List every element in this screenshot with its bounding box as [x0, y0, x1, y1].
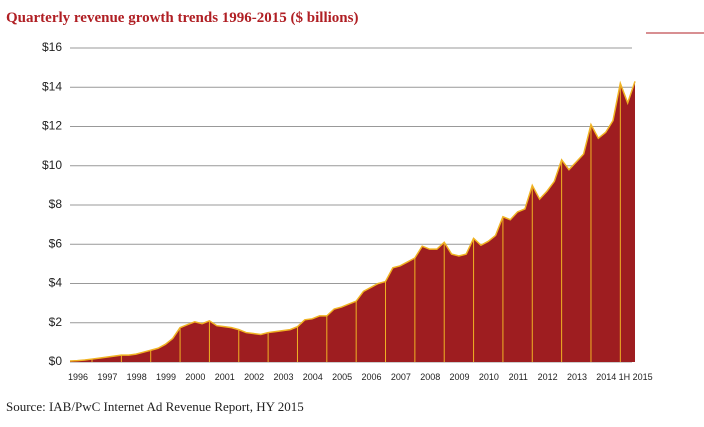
x-tick-label: 2014: [596, 372, 616, 382]
area-line: [69, 80, 636, 362]
y-tick-label: $6: [49, 236, 63, 250]
x-tick-label: 2000: [185, 372, 205, 382]
y-tick-label: $12: [42, 119, 62, 133]
x-tick-label: 2001: [215, 372, 235, 382]
y-tick-label: $10: [42, 158, 62, 172]
x-tick-label: 2003: [273, 372, 293, 382]
x-tick-label: 2005: [332, 372, 352, 382]
x-tick-label: 2007: [391, 372, 411, 382]
x-tick-label: 1997: [97, 372, 117, 382]
chart-title: Quarterly revenue growth trends 1996-201…: [6, 10, 359, 26]
x-tick-label: 2008: [420, 372, 440, 382]
source-note: Source: IAB/PwC Internet Ad Revenue Repo…: [6, 399, 304, 414]
x-tick-label: 2004: [303, 372, 323, 382]
x-tick-label: 1H 2015: [619, 372, 653, 382]
y-tick-label: $14: [42, 79, 62, 93]
x-tick-label: 1998: [127, 372, 147, 382]
x-tick-label: 1996: [68, 372, 88, 382]
area: [70, 81, 635, 363]
y-tick-label: $4: [49, 276, 63, 290]
y-tick-label: $2: [49, 315, 63, 329]
x-tick-label: 2011: [509, 372, 528, 382]
y-tick-label: $8: [49, 197, 63, 211]
x-tick-label: 2009: [450, 372, 470, 382]
x-tick-label: 2013: [567, 372, 587, 382]
x-tick-label: 2010: [479, 372, 499, 382]
x-tick-label: 2002: [244, 372, 264, 382]
x-tick-label: 2012: [538, 372, 558, 382]
y-tick-label: $16: [42, 40, 62, 54]
x-tick-label: 1999: [156, 372, 176, 382]
y-tick-label: $0: [49, 354, 63, 368]
x-tick-label: 2006: [361, 372, 381, 382]
